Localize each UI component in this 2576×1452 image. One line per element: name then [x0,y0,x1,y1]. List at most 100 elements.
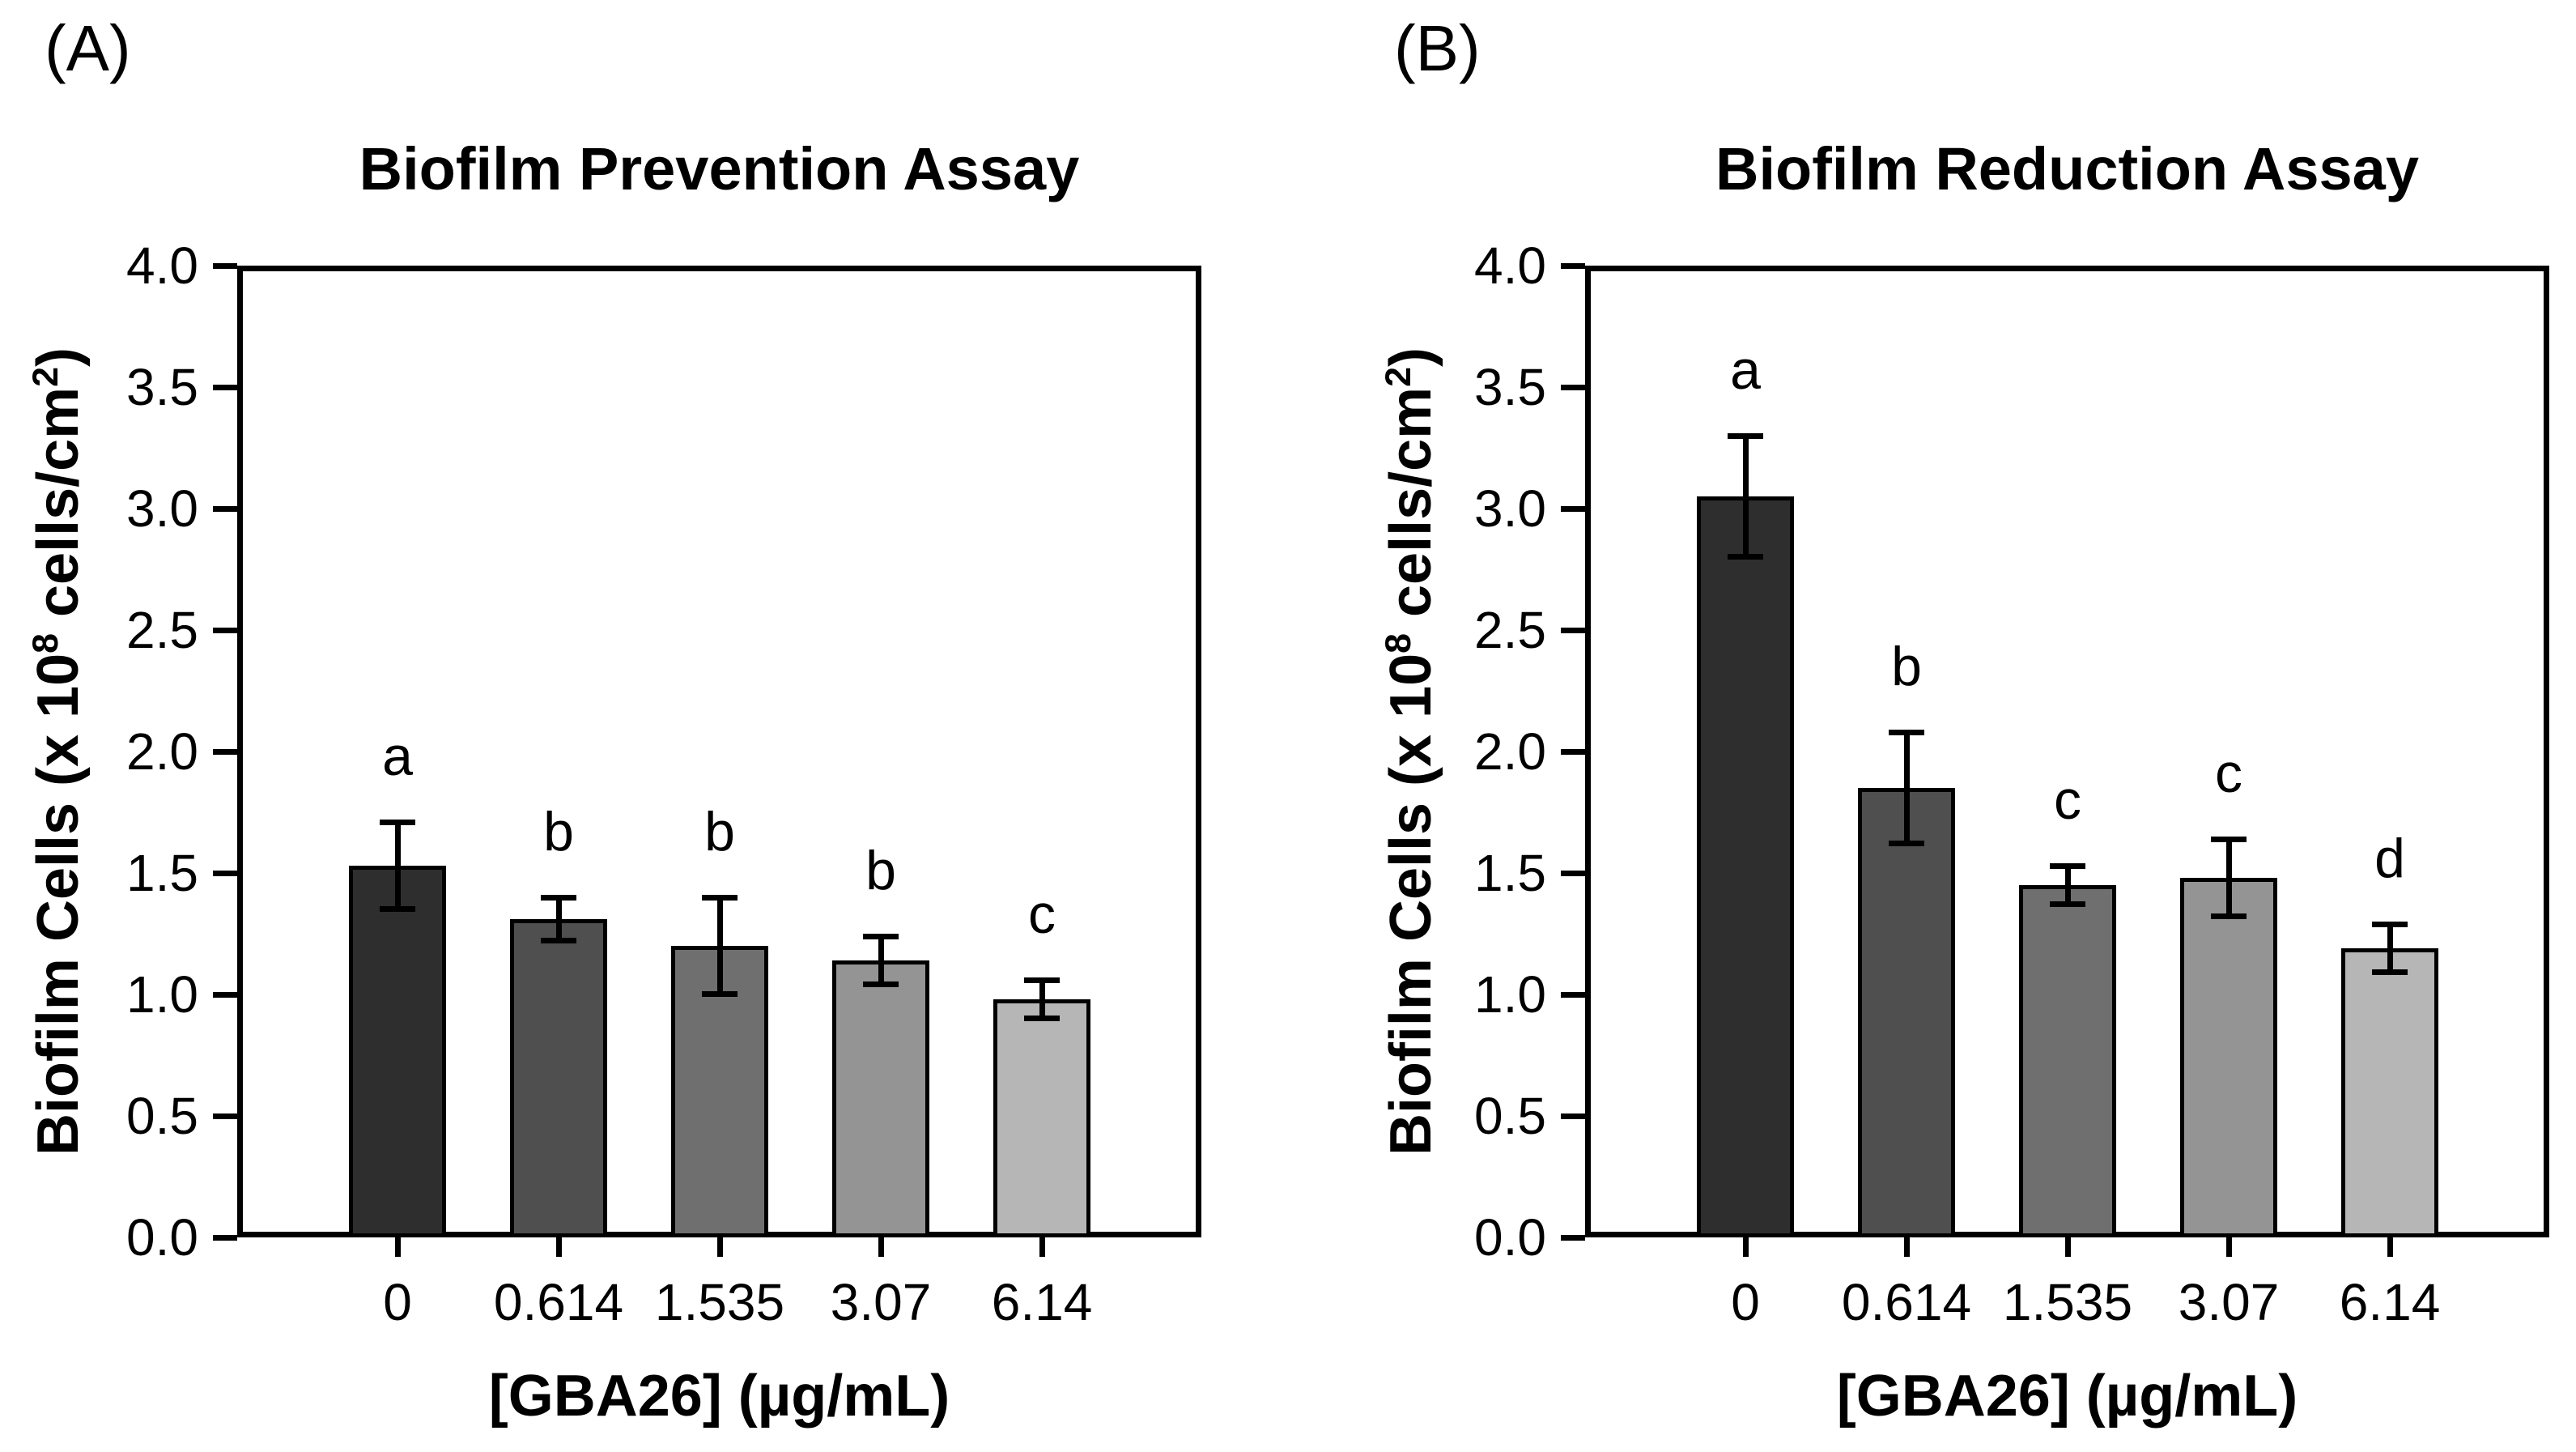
error-bar-cap-bottom [1889,841,1924,846]
error-bar-line [878,936,884,985]
y-tick-label: 2.5 [126,601,198,659]
y-tick-label: 4.0 [126,236,198,295]
error-bar-cap-top [2211,837,2247,842]
error-bar-cap-top [1728,433,1763,439]
x-tick-label: 0 [1731,1273,1760,1331]
x-tick-label: 1.535 [654,1273,785,1331]
x-tick [555,1237,562,1257]
bar [1858,788,1955,1237]
error-bar-line [2064,866,2071,905]
y-tick-label: 3.5 [1474,358,1546,416]
significance-letter: d [2374,828,2405,889]
y-tick [213,749,237,755]
y-tick [1561,749,1585,755]
x-tick [716,1237,723,1257]
x-tick [2064,1237,2071,1257]
bar [510,919,607,1237]
y-tick-label: 1.5 [126,844,198,902]
significance-letter: a [1730,339,1761,401]
y-tick [1561,385,1585,390]
significance-letter: c [2215,743,2242,804]
x-tick-label: 1.535 [2002,1273,2133,1331]
y-tick-label: 0.0 [126,1208,198,1267]
bar [2019,885,2116,1237]
error-bar-cap-top [863,934,899,939]
error-bar-cap-top [1024,977,1060,983]
y-tick [1561,1235,1585,1241]
bar [832,960,929,1237]
y-tick [213,871,237,876]
error-bar-line [2387,924,2393,973]
panel-b-x-axis-title: [GBA26] (µg/mL) [1836,1364,2298,1429]
error-bar-cap-bottom [541,938,576,943]
error-bar-cap-bottom [863,981,899,987]
panel-b-letter: (B) [1394,12,1481,84]
significance-letter: a [382,726,413,787]
x-tick [1903,1237,1910,1257]
error-bar-line [555,897,562,941]
x-tick-label: 0.614 [493,1273,624,1331]
panel-b-title: Biofilm Reduction Assay [1715,135,2419,202]
y-tick-label: 3.5 [126,358,198,416]
y-tick-label: 4.0 [1474,236,1546,295]
y-tick [1561,992,1585,998]
bar [2180,878,2277,1237]
error-bar-line [1742,436,1749,557]
y-tick [1561,263,1585,269]
x-tick-label: 6.14 [991,1273,1093,1331]
y-tick-label: 2.0 [1474,722,1546,781]
x-tick-label: 3.07 [2178,1273,2280,1331]
error-bar-cap-bottom [1728,554,1763,560]
y-tick [213,1235,237,1241]
x-tick [2225,1237,2232,1257]
error-bar-cap-top [2372,922,2408,927]
y-tick-label: 0.5 [1474,1087,1546,1145]
panel-a-title: Biofilm Prevention Assay [359,135,1080,202]
error-bar-cap-bottom [2050,901,2085,907]
x-tick-label: 3.07 [830,1273,932,1331]
bar [349,866,446,1237]
error-bar-cap-top [380,820,415,825]
error-bar-line [394,822,401,909]
y-tick [213,263,237,269]
x-tick-label: 0 [383,1273,412,1331]
bar [2341,948,2438,1237]
x-tick [1742,1237,1749,1257]
y-tick [213,992,237,998]
significance-letter: b [543,801,574,862]
error-bar-cap-bottom [2211,913,2247,919]
error-bar-line [1903,732,1910,844]
y-tick-label: 1.5 [1474,844,1546,902]
x-tick [2387,1237,2393,1257]
y-tick [213,506,237,512]
significance-letter: b [1891,636,1922,697]
x-tick-label: 6.14 [2339,1273,2441,1331]
error-bar-line [2225,839,2232,917]
error-bar-cap-bottom [1024,1016,1060,1021]
y-tick-label: 1.0 [1474,965,1546,1024]
significance-letter: b [865,840,896,901]
y-tick-label: 2.5 [1474,601,1546,659]
error-bar-cap-bottom [2372,969,2408,975]
y-tick [213,1113,237,1119]
error-bar-line [1039,980,1045,1019]
error-bar-cap-top [702,895,738,901]
y-tick-label: 0.0 [1474,1208,1546,1267]
y-tick-label: 0.5 [126,1087,198,1145]
panel-a-letter: (A) [45,12,131,84]
y-tick [1561,506,1585,512]
y-tick [213,628,237,633]
error-bar-line [716,897,723,994]
x-tick [1039,1237,1045,1257]
x-tick [394,1237,401,1257]
y-tick-label: 1.0 [126,965,198,1024]
bar [1697,496,1794,1237]
panel-a-x-axis-title: [GBA26] (µg/mL) [488,1364,950,1429]
y-tick [213,385,237,390]
error-bar-cap-top [1889,730,1924,735]
significance-letter: b [704,801,735,862]
error-bar-cap-bottom [380,906,415,912]
